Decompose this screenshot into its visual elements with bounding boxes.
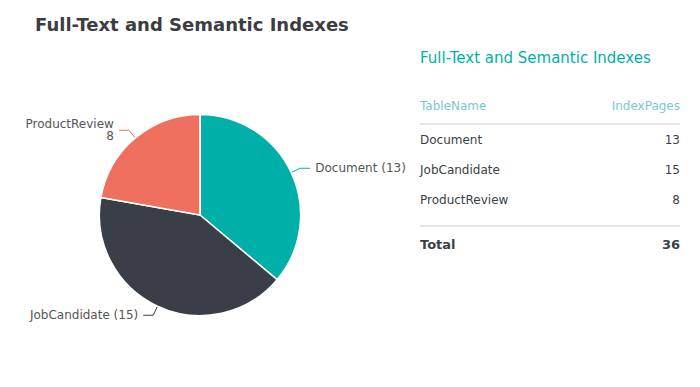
svg-text:IndexPages: IndexPages xyxy=(612,99,680,113)
svg-text:JobCandidate (15): JobCandidate (15) xyxy=(29,308,138,322)
svg-text:13: 13 xyxy=(665,133,680,147)
svg-text:Total: Total xyxy=(420,237,456,252)
svg-text:ProductReview: ProductReview xyxy=(420,193,509,207)
svg-text:Document: Document xyxy=(420,133,482,147)
svg-text:8: 8 xyxy=(106,129,114,143)
svg-text:8: 8 xyxy=(672,193,680,207)
svg-text:ProductReview: ProductReview xyxy=(26,117,115,131)
svg-text:36: 36 xyxy=(662,237,680,252)
svg-text:Full-Text and Semantic Indexes: Full-Text and Semantic Indexes xyxy=(35,14,349,35)
svg-text:15: 15 xyxy=(665,163,680,177)
svg-text:JobCandidate: JobCandidate xyxy=(419,163,500,177)
svg-text:Full-Text and Semantic Indexes: Full-Text and Semantic Indexes xyxy=(420,49,651,67)
svg-text:TableName: TableName xyxy=(419,99,486,113)
svg-text:Document (13): Document (13) xyxy=(315,161,406,175)
